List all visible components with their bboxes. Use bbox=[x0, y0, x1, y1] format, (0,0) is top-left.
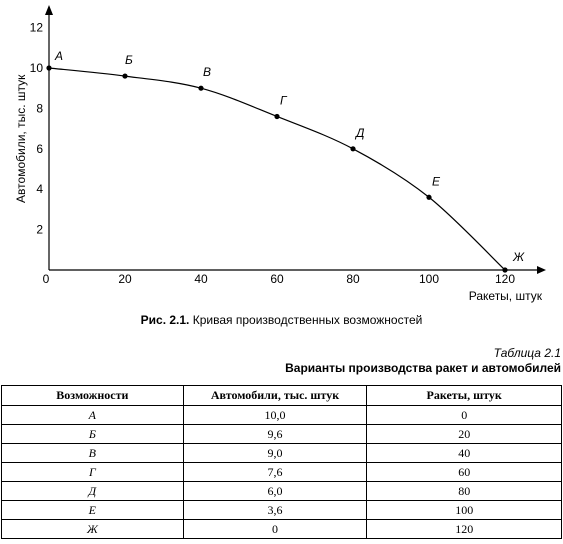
y-tick-label: 2 bbox=[36, 223, 43, 237]
point-label: Д bbox=[354, 126, 365, 140]
x-axis-arrow bbox=[537, 266, 546, 274]
point-label: Е bbox=[432, 174, 441, 188]
ppf-chart: 0 20 40 60 80 100 120 2 4 6 8 10 12 Ракеты, штук Автом… bbox=[14, 5, 546, 303]
row-label: Ж bbox=[1, 519, 184, 539]
point-label: В bbox=[203, 65, 211, 79]
table-row: Е 3,6 100 bbox=[1, 500, 562, 520]
row-rockets: 0 bbox=[366, 405, 562, 425]
row-rockets: 100 bbox=[366, 500, 562, 520]
ppf-curve bbox=[48, 67, 506, 271]
x-axis-title: Ракеты, штук bbox=[469, 289, 543, 303]
row-cars: 6,0 bbox=[182, 481, 368, 501]
x-tick-label: 0 bbox=[43, 272, 50, 286]
table-row: В 9,0 40 bbox=[1, 443, 562, 463]
y-axis-title: Автомобили, тыс. штук bbox=[14, 74, 28, 203]
x-tick-label: 60 bbox=[270, 272, 284, 286]
row-cars: 7,6 bbox=[182, 462, 368, 482]
data-point bbox=[122, 73, 128, 79]
row-cars: 10,0 bbox=[182, 405, 368, 425]
row-rockets: 120 bbox=[366, 519, 562, 539]
row-cars: 0 bbox=[182, 519, 368, 539]
row-cars: 9,0 bbox=[182, 443, 368, 463]
row-rockets: 80 bbox=[366, 481, 562, 501]
x-tick-label: 120 bbox=[495, 272, 515, 286]
row-label: Б bbox=[1, 424, 184, 444]
y-tick-label: 8 bbox=[36, 101, 43, 115]
row-rockets: 40 bbox=[366, 443, 562, 463]
row-label: А bbox=[1, 405, 184, 425]
figure-caption-prefix: Рис. 2.1. bbox=[140, 313, 190, 327]
header-rockets: Ракеты, штук bbox=[366, 385, 562, 406]
header-possibilities: Возможности bbox=[1, 385, 184, 406]
figure-caption-text: Кривая производственных возможностей bbox=[192, 313, 423, 327]
header-cars: Автомобили, тыс. штук bbox=[182, 385, 368, 406]
y-tick-label: 10 bbox=[30, 61, 44, 75]
table-row: Б 9,6 20 bbox=[1, 424, 562, 444]
point-label: А bbox=[54, 49, 63, 63]
point-label: Г bbox=[280, 93, 288, 107]
table-row: А 10,0 0 bbox=[1, 405, 562, 425]
row-label: Г bbox=[1, 462, 184, 482]
table-header-row: Возможности Автомобили, тыс. штук Ракеты… bbox=[1, 385, 562, 406]
figure-caption: Рис. 2.1. Кривая производственных возмож… bbox=[0, 313, 563, 327]
y-tick-label: 4 bbox=[36, 182, 43, 196]
x-tick-label: 20 bbox=[118, 272, 132, 286]
data-point bbox=[350, 146, 356, 152]
row-cars: 3,6 bbox=[182, 500, 368, 520]
row-cars: 9,6 bbox=[182, 424, 368, 444]
row-rockets: 60 bbox=[366, 462, 562, 482]
data-point bbox=[46, 65, 52, 71]
x-tick-label: 40 bbox=[194, 272, 208, 286]
table-number: Таблица 2.1 bbox=[493, 346, 561, 360]
point-label: Ж bbox=[512, 250, 525, 264]
table-row: Д 6,0 80 bbox=[1, 481, 562, 501]
x-tick-label: 80 bbox=[346, 272, 360, 286]
data-point bbox=[198, 85, 204, 91]
table-title: Варианты производства ракет и автомобиле… bbox=[285, 361, 561, 375]
row-rockets: 20 bbox=[366, 424, 562, 444]
point-label: Б bbox=[125, 53, 133, 67]
table-row: Г 7,6 60 bbox=[1, 462, 562, 482]
row-label: Д bbox=[1, 481, 184, 501]
y-tick-label: 6 bbox=[36, 142, 43, 156]
data-table: Возможности Автомобили, тыс. штук Ракеты… bbox=[1, 385, 562, 539]
row-label: В bbox=[1, 443, 184, 463]
table-row: Ж 0 120 bbox=[1, 519, 562, 539]
data-point bbox=[426, 194, 432, 200]
data-point bbox=[274, 113, 280, 120]
x-tick-label: 100 bbox=[419, 272, 439, 286]
data-point bbox=[502, 267, 508, 273]
row-label: Е bbox=[1, 500, 184, 520]
y-axis-arrow bbox=[45, 5, 53, 15]
y-tick-label: 12 bbox=[30, 21, 44, 35]
